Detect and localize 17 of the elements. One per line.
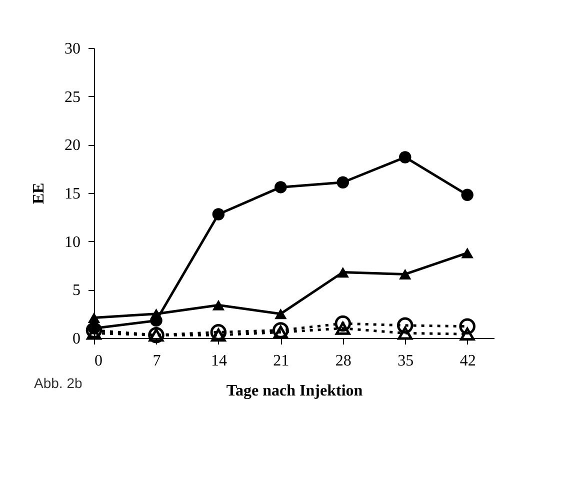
x-tick-label: 35 bbox=[398, 352, 414, 370]
y-tick-label: 0 bbox=[72, 330, 80, 348]
y-tick-label: 25 bbox=[64, 88, 80, 106]
y-axis-title: EE bbox=[30, 182, 48, 204]
y-tick-label: 5 bbox=[72, 282, 80, 300]
y-tick-label: 15 bbox=[64, 186, 80, 202]
x-tick-label: 21 bbox=[273, 352, 290, 370]
x-tick-label: 14 bbox=[210, 352, 227, 370]
y-tick-label: 10 bbox=[64, 234, 80, 251]
x-tick-label: 42 bbox=[460, 352, 476, 370]
x-tick-label: 28 bbox=[335, 352, 352, 370]
y-tick-label: 30 bbox=[64, 40, 80, 58]
x-tick-label: 7 bbox=[152, 352, 161, 370]
x-tick-label: 0 bbox=[94, 352, 102, 370]
y-tick-label: 20 bbox=[64, 137, 80, 154]
x-axis-title: Tage nach Injektion bbox=[226, 382, 363, 400]
caption: Abb. 2b bbox=[34, 375, 82, 391]
